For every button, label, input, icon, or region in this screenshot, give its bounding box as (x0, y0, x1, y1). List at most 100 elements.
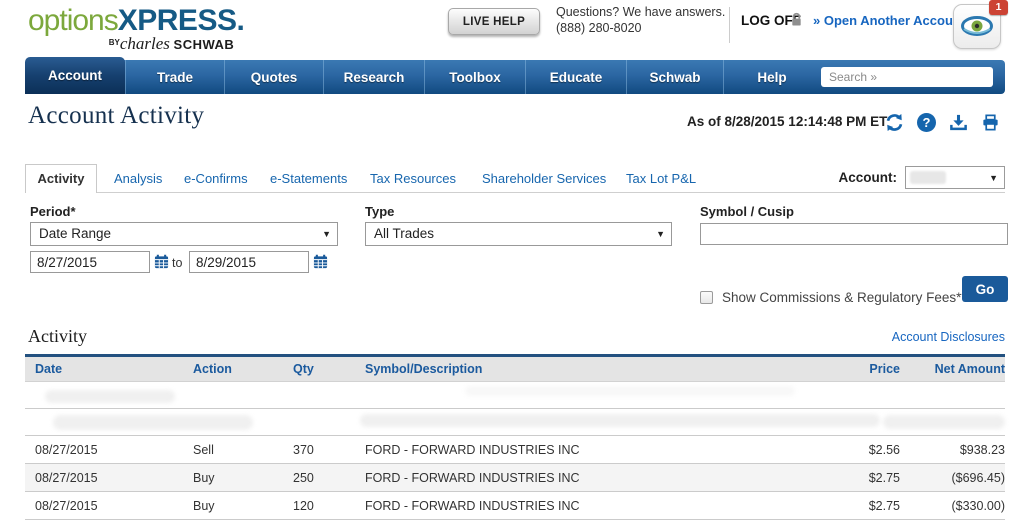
cell-date: 08/27/2015 (35, 442, 98, 457)
live-help-button[interactable]: LIVE HELP (448, 8, 540, 35)
col-header-action: Action (193, 362, 232, 376)
logo-by-text: BY (108, 38, 120, 47)
cell-price: $2.56 (868, 442, 900, 457)
symbol-cusip-label: Symbol / Cusip (700, 204, 794, 219)
redaction-blob (360, 414, 880, 427)
cell-price: $2.75 (868, 498, 900, 513)
open-another-account-link[interactable]: » Open Another Account (813, 13, 966, 28)
redaction-blob (45, 390, 175, 403)
tab-analysis[interactable]: Analysis (114, 171, 163, 186)
show-fees-checkbox[interactable] (700, 291, 713, 304)
tab-tax-lot-pl[interactable]: Tax Lot P&L (626, 171, 697, 186)
cell-net: $938.23 (959, 442, 1005, 457)
logo-charles-text: charles (119, 34, 170, 53)
redacted-account-value (910, 171, 946, 184)
download-icon[interactable] (949, 113, 968, 132)
col-header-net: Net Amount (934, 362, 1005, 376)
chevron-down-icon: ▼ (656, 229, 665, 239)
activity-row: 08/27/2015 Buy 250 FORD - FORWARD INDUST… (25, 463, 1005, 492)
cell-date: 08/27/2015 (35, 498, 98, 513)
page-title: Account Activity (28, 102, 205, 129)
type-select-value: All Trades (374, 226, 435, 241)
redacted-row (25, 382, 1005, 409)
nav-item-schwab[interactable]: Schwab (626, 60, 723, 94)
calendar-icon[interactable] (154, 254, 169, 272)
preview-eye-button[interactable]: 1 (953, 0, 1008, 49)
nav-item-account[interactable]: Account (25, 57, 125, 94)
log-off-link[interactable]: LOG OFF (741, 13, 801, 28)
nav-item-help[interactable]: Help (723, 60, 820, 94)
symbol-cusip-input[interactable] (700, 223, 1008, 245)
col-header-qty: Qty (293, 362, 314, 376)
type-label: Type (365, 204, 395, 219)
col-header-symbol: Symbol/Description (365, 362, 483, 376)
nav-item-toolbox[interactable]: Toolbox (424, 60, 525, 94)
search-input[interactable] (821, 67, 993, 87)
help-icon[interactable]: ? (917, 113, 936, 132)
page-action-icons: ? (885, 113, 1000, 132)
period-select[interactable]: Date Range ▼ (30, 222, 338, 246)
show-fees-label: Show Commissions & Regulatory Fees** (722, 290, 967, 305)
cell-net: ($696.45) (951, 470, 1005, 485)
cell-price: $2.75 (868, 470, 900, 485)
nav-item-trade[interactable]: Trade (125, 60, 224, 94)
col-header-price: Price (869, 362, 900, 376)
chevron-down-icon: ▼ (322, 229, 331, 239)
activity-section-heading: Activity (28, 326, 87, 346)
account-disclosures-link[interactable]: Account Disclosures (891, 330, 1005, 344)
main-nav: Account Trade Quotes Research Toolbox Ed… (25, 57, 1005, 94)
cell-qty: 120 (293, 498, 314, 513)
notification-badge: 1 (989, 0, 1008, 15)
type-select[interactable]: All Trades ▼ (365, 222, 672, 246)
refresh-icon[interactable] (885, 113, 904, 132)
logo-schwab-text: SCHWAB (173, 37, 235, 52)
questions-line: Questions? We have answers. (556, 5, 726, 19)
go-button[interactable]: Go (962, 276, 1008, 302)
table-header-row: Date Action Qty Symbol/Description Price… (25, 355, 1005, 382)
cell-action: Buy (193, 498, 215, 513)
tab-activity[interactable]: Activity (25, 164, 97, 193)
cell-symbol: FORD - FORWARD INDUSTRIES INC (365, 470, 580, 485)
nav-item-research[interactable]: Research (323, 60, 424, 94)
cell-action: Buy (193, 470, 215, 485)
logo-text-xpress: XPRESS. (117, 4, 245, 37)
date-to-input[interactable] (189, 251, 309, 273)
redaction-blob (53, 415, 253, 430)
optionsxpress-logo[interactable]: optionsXPRESS. BYcharles SCHWAB (28, 4, 245, 54)
nav-item-educate[interactable]: Educate (525, 60, 626, 94)
activity-row: 08/27/2015 Buy 120 FORD - FORWARD INDUST… (25, 492, 1005, 520)
activity-row: 08/27/2015 Sell 370 FORD - FORWARD INDUS… (25, 436, 1005, 464)
cell-symbol: FORD - FORWARD INDUSTRIES INC (365, 498, 580, 513)
cell-action: Sell (193, 442, 214, 457)
date-range-to-label: to (172, 256, 183, 270)
chevron-down-icon: ▼ (989, 172, 998, 183)
eye-icon (961, 16, 993, 36)
tab-e-confirms[interactable]: e-Confirms (184, 171, 248, 186)
cell-symbol: FORD - FORWARD INDUSTRIES INC (365, 442, 580, 457)
redaction-blob (883, 415, 1005, 429)
period-label: Period* (30, 204, 76, 219)
lock-icon (790, 12, 803, 30)
activity-table: Date Action Qty Symbol/Description Price… (25, 354, 1005, 520)
account-select[interactable]: ▼ (905, 166, 1005, 189)
account-sub-tabs: Activity Analysis e-Confirms e-Statement… (25, 164, 1005, 193)
print-icon[interactable] (981, 113, 1000, 132)
as-of-timestamp: As of 8/28/2015 12:14:48 PM ET (687, 114, 888, 129)
logo-schwab-line: BYcharles SCHWAB (28, 34, 244, 54)
redaction-blob (465, 386, 795, 396)
questions-text: Questions? We have answers. (888) 280-80… (556, 4, 725, 36)
date-from-input[interactable] (30, 251, 150, 273)
cell-qty: 370 (293, 442, 314, 457)
logo-text-options: options (28, 4, 119, 37)
tab-shareholder-services[interactable]: Shareholder Services (482, 171, 607, 186)
calendar-icon[interactable] (313, 254, 328, 272)
period-select-value: Date Range (39, 226, 112, 241)
phone-number: (888) 280-8020 (556, 21, 642, 35)
logo-wordmark: optionsXPRESS. (28, 4, 245, 37)
redacted-row (25, 409, 1005, 436)
tab-e-statements[interactable]: e-Statements (270, 171, 348, 186)
tab-tax-resources[interactable]: Tax Resources (370, 171, 456, 186)
cell-date: 08/27/2015 (35, 470, 98, 485)
nav-item-quotes[interactable]: Quotes (224, 60, 323, 94)
